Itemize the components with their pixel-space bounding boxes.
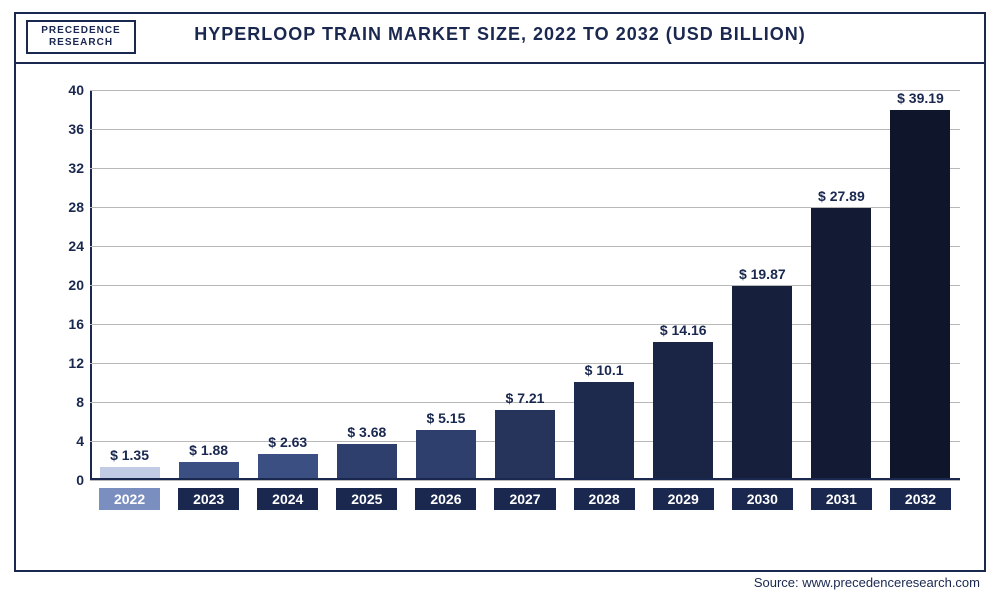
y-tick-label: 24 <box>60 238 84 254</box>
bar-wrap: $ 7.21 <box>485 90 564 480</box>
bar-value-label: $ 3.68 <box>347 424 386 440</box>
y-tick-label: 16 <box>60 316 84 332</box>
bar-wrap: $ 27.89 <box>802 90 881 480</box>
x-axis-line <box>90 478 960 480</box>
x-tick-label: 2031 <box>811 488 872 510</box>
bars-container: $ 1.35 $ 1.88 $ 2.63 $ 3.68 $ 5.15 $ 7.21 $ 10… <box>90 90 960 480</box>
x-tick-label: 2026 <box>415 488 476 510</box>
y-tick-label: 0 <box>60 472 84 488</box>
bar <box>811 208 871 480</box>
bar-wrap: $ 14.16 <box>644 90 723 480</box>
x-tick-label: 2032 <box>890 488 951 510</box>
bar <box>732 286 792 480</box>
y-tick-label: 40 <box>60 82 84 98</box>
source-attribution: Source: www.precedenceresearch.com <box>754 575 980 590</box>
bar <box>337 444 397 480</box>
bar <box>574 382 634 480</box>
bar-value-label: $ 2.63 <box>268 434 307 450</box>
bar-wrap: $ 10.1 <box>565 90 644 480</box>
bar-value-label: $ 27.89 <box>818 188 865 204</box>
chart-area: $ 1.35 $ 1.88 $ 2.63 $ 3.68 $ 5.15 $ 7.21 $ 10… <box>60 90 960 510</box>
bar-value-label: $ 10.1 <box>585 362 624 378</box>
bar-wrap: $ 5.15 <box>406 90 485 480</box>
bar-value-label: $ 7.21 <box>506 390 545 406</box>
x-tick-label: 2024 <box>257 488 318 510</box>
bar-wrap: $ 3.68 <box>327 90 406 480</box>
bar-wrap: $ 2.63 <box>248 90 327 480</box>
y-tick-label: 32 <box>60 160 84 176</box>
bar-value-label: $ 19.87 <box>739 266 786 282</box>
bar <box>890 110 950 480</box>
y-tick-label: 20 <box>60 277 84 293</box>
bar-wrap: $ 1.35 <box>90 90 169 480</box>
bar-wrap: $ 1.88 <box>169 90 248 480</box>
bar <box>495 410 555 480</box>
chart-title: HYPERLOOP TRAIN MARKET SIZE, 2022 TO 203… <box>0 24 1000 45</box>
bar-value-label: $ 39.19 <box>897 90 944 106</box>
bar-wrap: $ 39.19 <box>881 90 960 480</box>
y-tick-label: 4 <box>60 433 84 449</box>
bar-wrap: $ 19.87 <box>723 90 802 480</box>
bar <box>258 454 318 480</box>
bar-value-label: $ 5.15 <box>426 410 465 426</box>
x-axis-labels: 2022 2023 2024 2025 2026 2027 2028 2029 2030 2031… <box>90 486 960 510</box>
x-tick-label: 2023 <box>178 488 239 510</box>
y-tick-label: 36 <box>60 121 84 137</box>
bar-value-label: $ 14.16 <box>660 322 707 338</box>
x-tick-label: 2022 <box>99 488 160 510</box>
gridline <box>90 480 960 481</box>
y-tick-label: 28 <box>60 199 84 215</box>
bar <box>653 342 713 480</box>
x-tick-label: 2025 <box>336 488 397 510</box>
x-tick-label: 2028 <box>574 488 635 510</box>
x-tick-label: 2027 <box>494 488 555 510</box>
y-tick-label: 12 <box>60 355 84 371</box>
title-underline <box>14 62 986 64</box>
y-tick-label: 8 <box>60 394 84 410</box>
x-tick-label: 2029 <box>653 488 714 510</box>
bar <box>416 430 476 480</box>
bar-value-label: $ 1.35 <box>110 447 149 463</box>
x-tick-label: 2030 <box>732 488 793 510</box>
bar-value-label: $ 1.88 <box>189 442 228 458</box>
